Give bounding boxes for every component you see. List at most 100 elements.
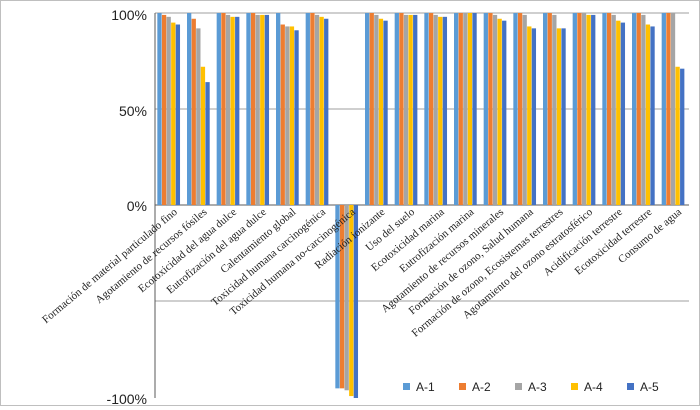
legend-swatch [571, 383, 578, 390]
bar [616, 20, 621, 206]
bar [225, 14, 231, 206]
bar [670, 13, 676, 205]
y-axis-ticks: 100% 50% 0% -100% [107, 7, 147, 407]
bar [344, 205, 349, 391]
bar [335, 205, 340, 389]
bar [221, 13, 226, 205]
legend-label: A-3 [528, 380, 547, 394]
legend-label: A-2 [472, 380, 491, 394]
legend-swatch [459, 383, 466, 390]
bar [216, 13, 221, 205]
bar [264, 14, 270, 206]
bar [191, 18, 196, 206]
legend-label: A-5 [640, 380, 659, 394]
legend-label: A-1 [416, 380, 435, 394]
bar [166, 16, 171, 206]
legend-label: A-4 [584, 380, 603, 394]
bar [235, 16, 240, 206]
bar [365, 13, 370, 205]
bar [606, 13, 612, 205]
bar [458, 13, 463, 205]
bar [196, 28, 201, 205]
bar [620, 22, 626, 205]
bar [339, 205, 345, 389]
bar [230, 16, 235, 206]
bar [187, 13, 192, 205]
bar [483, 13, 488, 205]
bar [294, 30, 299, 206]
bar [413, 14, 418, 206]
bar [680, 68, 685, 206]
gridlines [154, 12, 689, 398]
bar [285, 26, 290, 205]
bar [586, 14, 591, 206]
bar [492, 14, 498, 206]
bar [543, 13, 548, 205]
bar [517, 13, 523, 205]
bar [472, 13, 477, 205]
bar [636, 13, 641, 205]
bar [572, 13, 577, 205]
bar [531, 28, 537, 205]
bars [157, 13, 685, 398]
y-tick-label: -100% [107, 391, 147, 405]
y-tick-label: 50% [119, 103, 147, 119]
bar [374, 14, 379, 206]
bar [552, 14, 557, 206]
bar [645, 24, 651, 205]
bar [488, 13, 493, 205]
bar [260, 14, 265, 206]
category-label: Agotamiento de recursos fósiles [93, 206, 209, 306]
bar [314, 14, 320, 206]
bar [454, 13, 459, 205]
legend: A-1 A-2 A-3 A-4 A-5 [403, 380, 659, 394]
bar [349, 205, 354, 397]
bar [289, 26, 295, 205]
bar [591, 14, 596, 206]
legend-swatch [403, 383, 410, 390]
bar [547, 13, 552, 205]
bar [581, 13, 587, 205]
y-tick-label: 0% [127, 198, 147, 214]
category-labels: Formación de material particulado finoAg… [40, 206, 684, 340]
bar [378, 18, 384, 206]
legend-swatch [515, 383, 522, 390]
bar [200, 66, 206, 205]
bar [399, 13, 404, 205]
bar [353, 205, 359, 398]
bar [161, 14, 167, 206]
bar [513, 13, 518, 205]
bar [305, 13, 310, 205]
bar [157, 13, 162, 205]
bar [522, 14, 527, 206]
bar [171, 22, 176, 205]
bar [556, 28, 562, 205]
bar [369, 13, 374, 205]
bar [650, 26, 655, 205]
bar [497, 18, 502, 206]
bar [611, 14, 616, 206]
bar [527, 26, 532, 205]
bar [438, 16, 443, 206]
bar [280, 24, 285, 205]
bar [205, 82, 210, 205]
bar [255, 14, 260, 206]
bar [467, 13, 473, 205]
legend-swatch [627, 383, 634, 390]
bar [666, 13, 671, 205]
bar [319, 16, 324, 206]
bar [442, 16, 448, 206]
bar [324, 18, 329, 206]
y-tick-label: 100% [111, 7, 147, 23]
bar [276, 13, 281, 205]
bar [632, 13, 637, 205]
bar [250, 13, 256, 205]
bar [383, 20, 388, 206]
bar [428, 13, 434, 205]
bar [641, 14, 646, 206]
bar [403, 14, 409, 206]
bar [310, 13, 315, 205]
bar [602, 13, 607, 205]
